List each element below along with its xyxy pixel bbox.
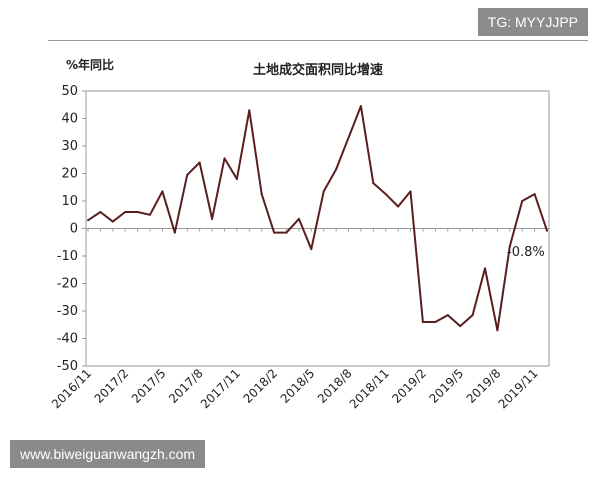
- data-point: [533, 193, 536, 196]
- x-tick-label: 2018/5: [278, 366, 318, 406]
- series-layer: [87, 105, 548, 332]
- data-point: [173, 231, 176, 234]
- data-point: [496, 329, 499, 332]
- top-rule: [48, 40, 588, 41]
- data-point: [483, 267, 486, 270]
- x-tick-label: 2018/2: [240, 366, 280, 406]
- data-point: [546, 229, 548, 232]
- y-tick-label: -30: [57, 304, 78, 319]
- data-point: [372, 182, 375, 185]
- data-point: [99, 211, 102, 213]
- y-axis: 50 40 30 20 10 0 -10 -20 -30 -40 -50: [57, 84, 86, 374]
- x-axis: 2016/112017/22017/52017/82017/112018/220…: [49, 228, 549, 411]
- y-tick-label: 0: [70, 222, 78, 237]
- data-point: [273, 231, 276, 234]
- data-point: [471, 314, 474, 317]
- data-point: [248, 109, 251, 112]
- y-tick-label: 30: [61, 139, 78, 154]
- watermark-bottom: www.biweiguanwangzh.com: [10, 440, 206, 468]
- data-point: [521, 200, 524, 202]
- y-tick-label: 50: [61, 84, 78, 99]
- data-point: [136, 211, 139, 213]
- data-point: [421, 321, 424, 323]
- y-tick-label: 20: [61, 167, 78, 182]
- y-tick-label: 40: [61, 112, 78, 127]
- last-value-annotation: -0.8%: [507, 245, 545, 260]
- data-point: [198, 161, 201, 164]
- data-point: [459, 325, 462, 328]
- data-point: [285, 231, 288, 234]
- data-point: [111, 220, 114, 223]
- x-tick-label: 2019/2: [389, 366, 429, 406]
- data-point: [347, 136, 350, 139]
- y-tick-label: -40: [57, 332, 78, 347]
- x-tick-label: 2017/5: [129, 366, 169, 406]
- y-tick-label: -50: [57, 359, 78, 374]
- data-point: [335, 168, 338, 171]
- data-point: [446, 314, 449, 317]
- x-tick-label: 2018/11: [347, 366, 392, 411]
- data-point: [149, 213, 152, 216]
- data-point: [409, 190, 412, 193]
- series-line: [87, 105, 548, 332]
- x-tick-label: 2019/5: [427, 366, 467, 406]
- y-tick-label: 10: [61, 194, 78, 209]
- data-point: [297, 217, 300, 220]
- x-tick-label: 2017/2: [92, 366, 132, 406]
- y-tick-label: -10: [57, 249, 78, 264]
- data-point: [508, 245, 511, 248]
- y-axis-label: %年同比: [66, 57, 114, 72]
- data-point: [434, 321, 437, 323]
- data-point: [223, 157, 226, 160]
- data-point: [310, 248, 313, 251]
- watermark-top: TG: MYYJJPP: [477, 8, 588, 36]
- data-point: [359, 105, 362, 108]
- data-point: [235, 178, 238, 180]
- data-point: [397, 205, 400, 208]
- data-point: [87, 219, 89, 222]
- chart-title: 土地成交面积同比增速: [253, 62, 383, 78]
- data-point: [322, 190, 325, 193]
- data-point: [260, 193, 263, 196]
- data-point: [161, 190, 164, 193]
- data-point: [211, 217, 214, 220]
- y-tick-label: -20: [57, 277, 78, 292]
- data-point: [384, 193, 387, 196]
- data-point: [186, 173, 189, 176]
- x-tick-label: 2017/11: [198, 366, 243, 411]
- x-tick-label: 2019/11: [496, 366, 541, 411]
- data-point: [124, 211, 127, 213]
